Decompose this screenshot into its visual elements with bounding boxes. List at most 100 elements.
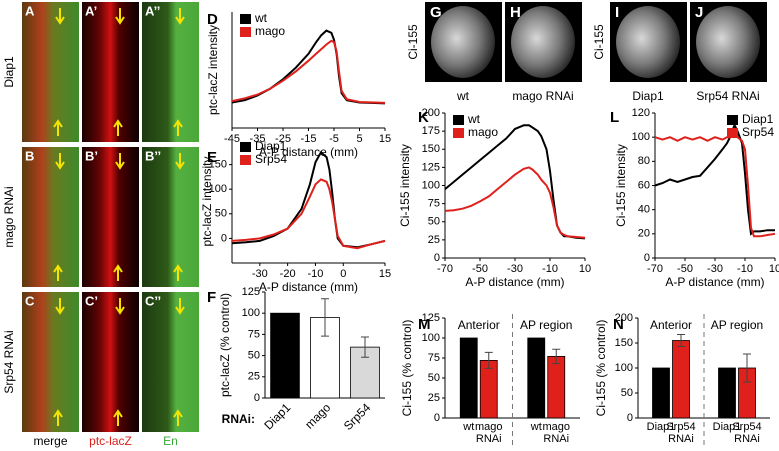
bar (672, 340, 690, 419)
wing-disc (511, 6, 575, 78)
x-tick-label: mago (302, 400, 333, 431)
panel-letter: B (25, 148, 34, 163)
panel-letter: F (207, 289, 216, 306)
y-tick-label: 20 (638, 228, 650, 240)
wing-disc (431, 6, 495, 78)
micrograph (142, 2, 199, 142)
y-tick-label: 200 (615, 312, 633, 324)
arrow (113, 409, 123, 426)
y-tick-label: 150 (422, 143, 440, 155)
x-tick-label: Srp54 RNAi (732, 421, 762, 445)
y-tick-label: 75 (428, 198, 440, 210)
group-label: Anterior (650, 318, 692, 332)
y-tick-label: 50 (215, 208, 227, 220)
category-label-box: wt (463, 421, 474, 433)
x-tick-label: Srp54 RNAi (666, 421, 696, 445)
arrow (173, 409, 183, 426)
legend-swatch (240, 155, 251, 165)
image-ylabel: Ci-155 (592, 24, 606, 60)
y-tick-label: 0 (254, 392, 260, 404)
legend-swatch (453, 128, 464, 138)
y-tick-label: 0 (627, 412, 633, 424)
column-label: ptc-lacZ (89, 434, 132, 448)
arrow (113, 119, 123, 136)
group-label: AP region (520, 318, 572, 332)
arrow (113, 264, 123, 281)
x-tick-label: -30 (507, 263, 523, 275)
y-tick-label: 125 (242, 286, 260, 298)
x-tick-label: Diap1 (261, 400, 293, 432)
x-tick-label: -50 (677, 263, 693, 275)
panel-letter: J (695, 4, 703, 21)
y-axis-label: Ci-155 intensity (398, 144, 412, 227)
wing-disc (696, 6, 760, 78)
x-tick-label: -10 (737, 263, 753, 275)
error-bar (677, 334, 685, 347)
x-tick-label: -10 (542, 263, 558, 275)
x-tick-label: -25 (275, 133, 291, 145)
panel-letter: C (25, 293, 35, 308)
arrow (115, 298, 125, 315)
y-tick-label: 100 (422, 179, 440, 191)
y-tick-label: 100 (632, 131, 650, 143)
y-tick-label: 0 (221, 232, 227, 244)
micrograph (22, 292, 79, 432)
legend-label: mago (468, 125, 498, 139)
y-tick-label: 100 (209, 183, 227, 195)
image-ylabel: Ci-155 (406, 24, 420, 60)
legend-swatch (453, 115, 464, 125)
x-tick-label: -30 (252, 268, 268, 280)
wing-disc (616, 6, 680, 78)
y-tick-label: 120 (632, 107, 650, 119)
line-series (654, 133, 776, 238)
legend-swatch (240, 14, 251, 24)
category-label-box: wt (531, 421, 542, 433)
legend-swatch (240, 27, 251, 37)
y-axis-label: ptc-lacZ intensity (200, 156, 214, 246)
bar (459, 337, 478, 419)
error-bar (321, 298, 329, 337)
x-axis-label: RNAi: (222, 412, 255, 426)
panel-letter: B’ (85, 148, 98, 163)
y-axis-label: Ci-155 (% control) (594, 320, 608, 417)
line-series (231, 178, 386, 250)
x-tick-label: -10 (308, 268, 324, 280)
y-tick-label: 25 (428, 234, 440, 246)
y-tick-label: 0 (644, 252, 650, 264)
category-label-box: Srp54 RNAi (732, 421, 762, 445)
y-tick-label: 50 (428, 216, 440, 228)
y-tick-label: 200 (422, 107, 440, 119)
micrograph (142, 147, 199, 287)
arrow (55, 8, 65, 25)
x-tick-label: 10 (769, 263, 779, 275)
panel-letter: C’’ (145, 293, 161, 308)
y-tick-label: 25 (248, 371, 260, 383)
x-axis-label: A-P distance (mm) (259, 280, 358, 294)
x-tick-label: mago RNAi (474, 421, 503, 445)
legend-label: Srp54 (255, 152, 287, 166)
y-tick-label: 40 (638, 204, 650, 216)
y-tick-label: 60 (638, 179, 650, 191)
x-tick-label: -70 (437, 263, 453, 275)
image-caption: wt (456, 89, 470, 103)
arrow (55, 298, 65, 315)
x-tick-label: mago RNAi (542, 421, 571, 445)
x-tick-label: Srp54 (341, 400, 374, 433)
y-axis-label: Ci-155 intensity (614, 144, 628, 227)
x-axis-label: A-P distance (mm) (259, 145, 358, 159)
x-tick-label: -45 (224, 133, 240, 145)
panel-letter: A’ (85, 3, 97, 18)
y-tick-label: 80 (638, 155, 650, 167)
row-label: mago RNAi (2, 186, 16, 247)
x-tick-label: 0 (340, 268, 346, 280)
x-tick-label: -70 (647, 263, 663, 275)
panel-letter: L (610, 109, 619, 126)
micrograph (82, 292, 139, 432)
y-axis-label: ptc-lacZ (% control) (218, 293, 232, 397)
line-series (654, 122, 775, 236)
bar (479, 359, 498, 419)
x-tick-label: -20 (280, 268, 296, 280)
micrograph (22, 147, 79, 287)
bar (718, 367, 736, 419)
